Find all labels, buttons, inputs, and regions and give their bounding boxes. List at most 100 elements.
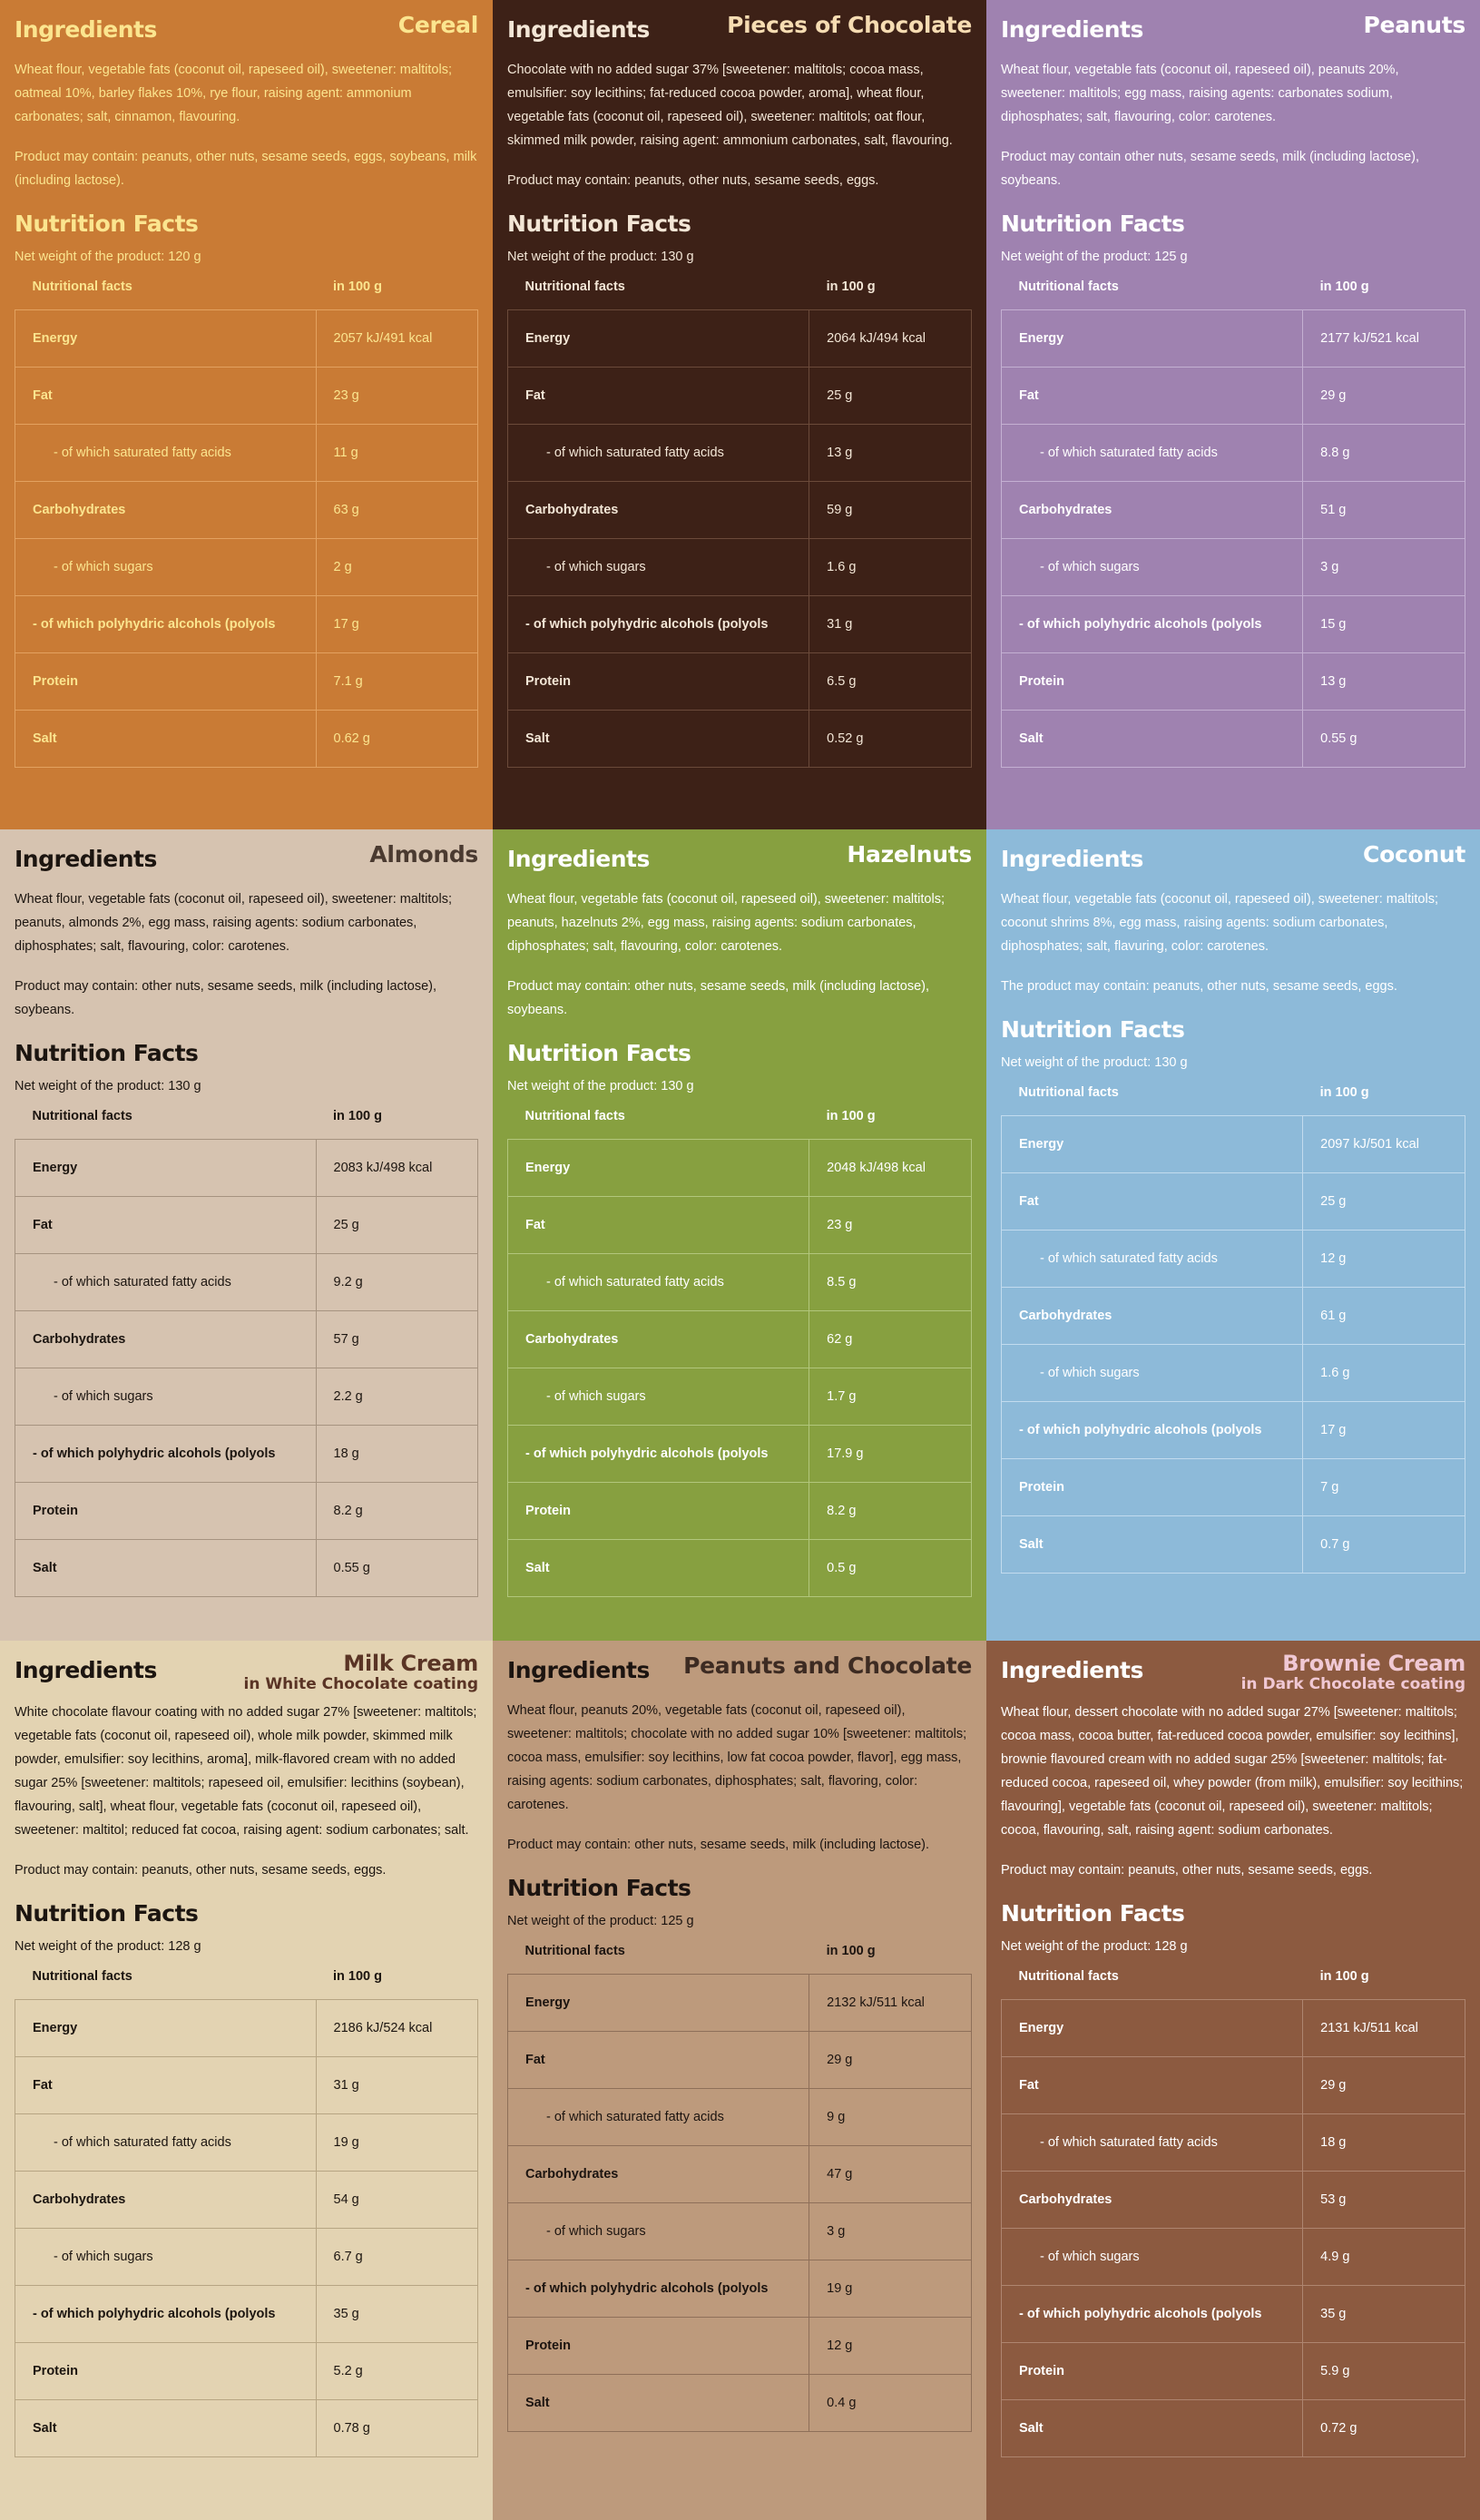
table-row: Energy 2186 kJ/524 kcal — [15, 1999, 478, 2057]
nutrient-value: 23 g — [315, 367, 478, 425]
ingredients-heading: Ingredients — [507, 1657, 650, 1683]
nutrient-value: 3 g — [809, 2202, 972, 2260]
nutrient-value: 1.7 g — [809, 1368, 972, 1426]
nutrient-value: 35 g — [1302, 2285, 1465, 2343]
nutrient-value: 2048 kJ/498 kcal — [809, 1139, 972, 1197]
nutrient-value: 19 g — [315, 2113, 478, 2172]
panel-header: Ingredients Brownie Cream in Dark Chocolat… — [1001, 1652, 1465, 1693]
nutrient-label: Energy — [506, 1974, 810, 2032]
table-row: - of which polyhydric alcohols (polyols 3… — [15, 2285, 478, 2343]
table-row: Protein 8.2 g — [15, 1482, 478, 1540]
nutrient-value: 61 g — [1302, 1287, 1465, 1345]
table-row: Fat 25 g — [1000, 1172, 1465, 1231]
column-header-nutrient: Nutritional facts — [1018, 1969, 1119, 1984]
table-row: Salt 0.78 g — [15, 2399, 478, 2457]
nutrient-label: Protein — [506, 1482, 810, 1540]
nutrient-label: Protein — [15, 652, 317, 711]
column-header-per-100g: in 100 g — [826, 279, 876, 294]
table-row: Fat 25 g — [15, 1196, 478, 1254]
nutrient-value: 25 g — [315, 1196, 478, 1254]
nutrient-label: Salt — [506, 1539, 810, 1597]
nutrition-facts-heading: Nutrition Facts — [1001, 1900, 1185, 1927]
nutrition-table-header: Nutritional facts in 100 g — [508, 264, 972, 310]
product-panel: Ingredients Almonds Wheat flour, vegetable… — [0, 829, 493, 1641]
nutrition-facts-heading: Nutrition Facts — [1001, 1016, 1185, 1043]
table-row: Protein 5.9 g — [1000, 2342, 1465, 2400]
nutrition-facts-heading: Nutrition Facts — [507, 1875, 691, 1901]
product-title: Brownie Cream in Dark Chocolate coating — [1241, 1652, 1466, 1693]
nutrition-table-body: Energy 2186 kJ/524 kcal Fat 31 g- of which … — [15, 1999, 478, 2457]
product-subtitle: in White Chocolate coating — [243, 1675, 478, 1693]
product-name: Peanuts — [1363, 12, 1466, 38]
nutrient-label: Carbohydrates — [15, 2171, 317, 2229]
nutrient-label: - of which saturated fatty acids — [15, 2113, 317, 2172]
ingredients-heading: Ingredients — [1001, 1657, 1143, 1683]
table-row: Fat 25 g — [506, 367, 972, 425]
nutrition-table: Nutritional facts in 100 g Energy 2064 kJ/4… — [506, 264, 972, 768]
nutrient-label: - of which polyhydric alcohols (polyols — [1000, 1401, 1304, 1459]
table-row: - of which polyhydric alcohols (polyols 1… — [15, 595, 478, 653]
nutrient-label: Protein — [506, 2317, 810, 2375]
nutrient-value: 29 g — [1302, 367, 1465, 425]
nutrient-value: 0.5 g — [809, 1539, 972, 1597]
nutrient-value: 11 g — [315, 424, 478, 482]
nutrient-value: 2083 kJ/498 kcal — [315, 1139, 478, 1197]
nutrient-value: 2.2 g — [315, 1368, 478, 1426]
table-row: Fat 29 g — [1000, 367, 1465, 425]
ingredients-text: Wheat flour, vegetable fats (coconut oil… — [1001, 63, 1399, 124]
table-row: - of which saturated fatty acids 8.8 g — [1000, 424, 1465, 482]
product-panel: Ingredients Hazelnuts Wheat flour, vegetab… — [493, 829, 986, 1641]
table-row: Protein 7 g — [1000, 1458, 1465, 1516]
ingredients-heading: Ingredients — [15, 846, 157, 872]
nutrient-value: 4.9 g — [1302, 2228, 1465, 2286]
nutrient-value: 0.72 g — [1302, 2399, 1465, 2457]
nutrient-value: 57 g — [315, 1310, 478, 1368]
nutrient-value: 54 g — [315, 2171, 478, 2229]
nutrient-label: - of which sugars — [15, 538, 317, 596]
nutrient-label: - of which saturated fatty acids — [1000, 2113, 1304, 2172]
table-row: Carbohydrates 54 g — [15, 2171, 478, 2229]
nutrient-label: Fat — [506, 367, 810, 425]
nutrient-value: 8.2 g — [809, 1482, 972, 1540]
nutrient-label: - of which saturated fatty acids — [1000, 424, 1304, 482]
nutrient-label: - of which saturated fatty acids — [1000, 1230, 1304, 1288]
nutrient-value: 2186 kJ/524 kcal — [315, 1999, 478, 2057]
allergen-notice: Product may contain: other nuts, sesame … — [507, 1838, 930, 1852]
nutrition-table-body: Energy 2132 kJ/511 kcal Fat 29 g- of which … — [506, 1974, 972, 2432]
nutrient-label: - of which polyhydric alcohols (polyols — [506, 1425, 810, 1483]
product-panel: Ingredients Pieces of Chocolate Chocolate … — [493, 0, 986, 829]
nutrient-value: 29 g — [809, 2031, 972, 2089]
nutrient-label: Fat — [1000, 2056, 1304, 2114]
table-row: Salt 0.55 g — [15, 1539, 478, 1597]
product-name: Coconut — [1363, 841, 1465, 868]
header-row: Nutritional facts in 100 g — [508, 264, 972, 310]
column-header-nutrient: Nutritional facts — [32, 1969, 132, 1984]
nutrient-label: Salt — [1000, 2399, 1304, 2457]
product-name: Pieces of Chocolate — [727, 12, 972, 38]
product-title: Coconut — [1363, 840, 1465, 869]
allergen-notice: Product may contain: other nuts, sesame … — [507, 979, 930, 1017]
nutrient-label: Energy — [506, 1139, 810, 1197]
nutrient-value: 62 g — [809, 1310, 972, 1368]
nutrient-value: 2057 kJ/491 kcal — [315, 309, 478, 368]
table-row: - of which polyhydric alcohols (polyols 1… — [15, 1425, 478, 1483]
ingredients-text: Wheat flour, peanuts 20%, vegetable fats… — [507, 1703, 967, 1812]
header-row: Nutritional facts in 100 g — [15, 1954, 478, 2000]
nutrition-table-header: Nutritional facts in 100 g — [1002, 1070, 1465, 1116]
table-row: - of which saturated fatty acids 8.5 g — [506, 1253, 972, 1311]
nutrition-facts-heading: Nutrition Facts — [15, 1900, 199, 1927]
nutrient-label: Salt — [506, 2374, 810, 2432]
net-weight: Net weight of the product: 130 g — [15, 1079, 201, 1093]
nutrient-value: 2131 kJ/511 kcal — [1302, 1999, 1465, 2057]
table-row: - of which polyhydric alcohols (polyols 1… — [1000, 595, 1465, 653]
table-row: Fat 31 g — [15, 2056, 478, 2114]
product-title: Almonds — [369, 840, 478, 869]
nutrient-value: 2132 kJ/511 kcal — [809, 1974, 972, 2032]
table-row: - of which polyhydric alcohols (polyols 3… — [506, 595, 972, 653]
table-row: Energy 2097 kJ/501 kcal — [1000, 1115, 1465, 1173]
nutrient-label: Carbohydrates — [1000, 481, 1304, 539]
nutrient-label: Carbohydrates — [1000, 1287, 1304, 1345]
table-row: Protein 6.5 g — [506, 652, 972, 711]
table-row: - of which saturated fatty acids 12 g — [1000, 1230, 1465, 1288]
nutrient-value: 18 g — [1302, 2113, 1465, 2172]
